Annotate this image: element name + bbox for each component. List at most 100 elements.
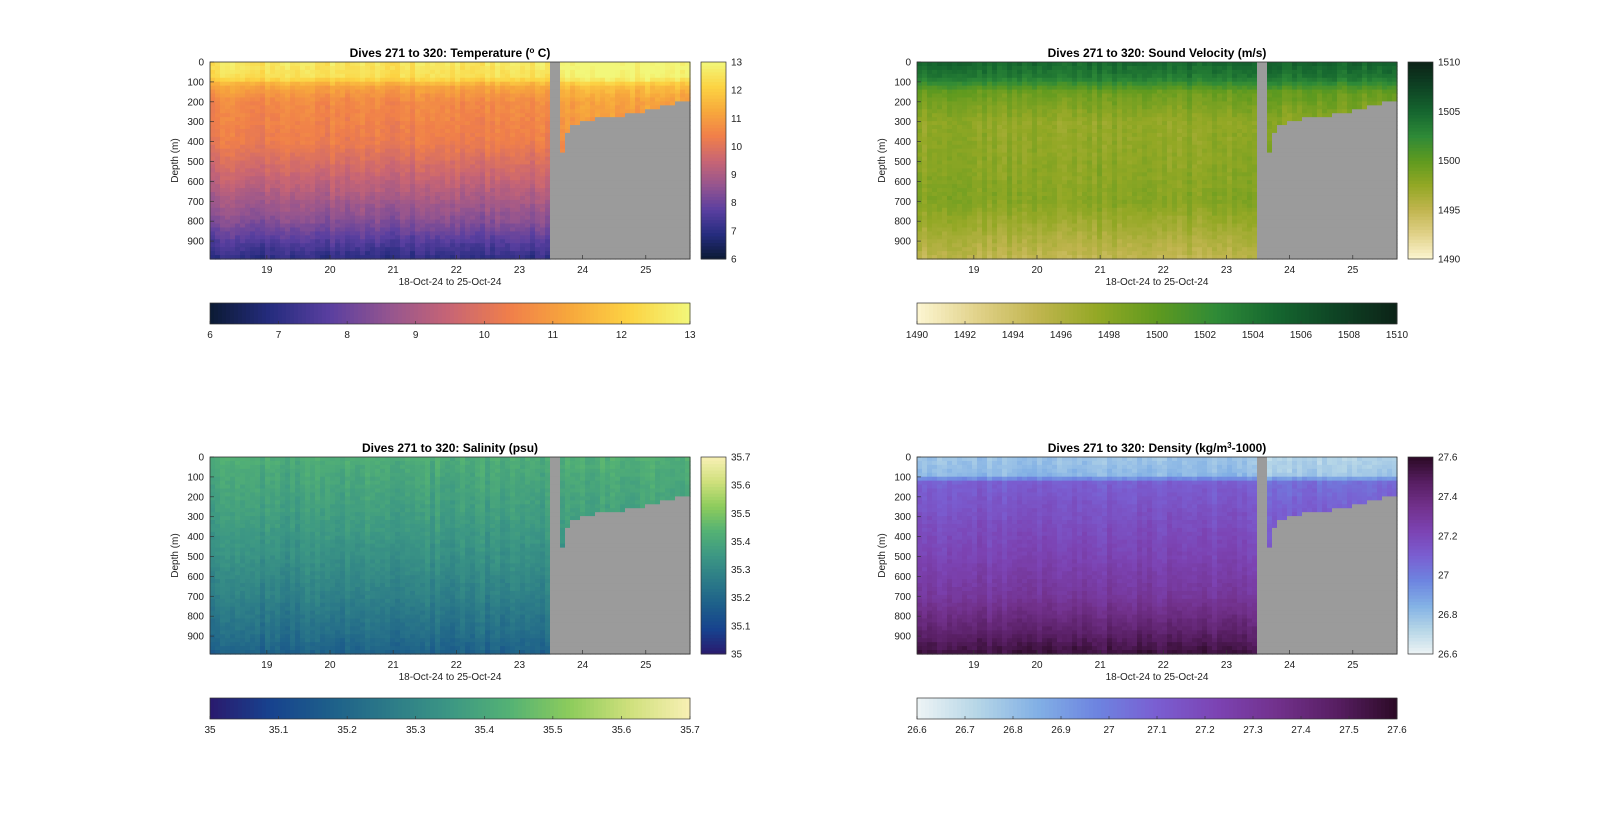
heatmap-cell — [500, 251, 506, 256]
heatmap-cell — [265, 140, 271, 146]
heatmap-cell — [405, 227, 411, 233]
heatmap-cell — [515, 156, 521, 162]
heatmap-cell — [405, 125, 411, 130]
heatmap-cell — [455, 62, 461, 67]
heatmap-cell — [630, 255, 636, 260]
heatmap-cell — [410, 81, 416, 87]
heatmap-cell — [420, 243, 426, 248]
heatmap-cell — [565, 231, 571, 236]
heatmap-cell — [485, 172, 491, 177]
heatmap-cell — [580, 172, 586, 177]
heatmap-cell — [660, 231, 666, 236]
heatmap-cell — [270, 168, 276, 173]
heatmap-cell — [570, 93, 576, 99]
heatmap-cell — [280, 255, 286, 260]
heatmap-cell — [555, 255, 561, 260]
heatmap-cell — [505, 81, 511, 87]
heatmap-cell — [530, 223, 536, 229]
heatmap-cell — [600, 132, 606, 138]
heatmap-cell — [340, 101, 346, 106]
heatmap-cell — [555, 85, 561, 91]
heatmap-cell — [245, 239, 251, 244]
colorbar-segment — [701, 199, 726, 204]
heatmap-cell — [380, 121, 386, 126]
heatmap-cell — [245, 188, 251, 193]
heatmap-cell — [575, 93, 581, 99]
heatmap-cell — [395, 85, 401, 91]
heatmap-cell — [490, 109, 496, 114]
heatmap-cell — [230, 125, 236, 130]
heatmap-cell — [320, 93, 326, 99]
heatmap-cell — [455, 188, 461, 193]
heatmap-cell — [290, 160, 296, 166]
colorbar-segment — [701, 245, 726, 250]
heatmap-cell — [395, 211, 401, 217]
heatmap-cell — [590, 117, 596, 122]
heatmap-cell — [450, 113, 456, 118]
heatmap-cell — [540, 231, 546, 236]
heatmap-cell — [430, 93, 436, 99]
heatmap-cell — [485, 184, 491, 189]
heatmap-cell — [275, 128, 281, 134]
heatmap-cell — [480, 113, 486, 118]
heatmap-cell — [335, 235, 341, 240]
heatmap-cell — [550, 231, 556, 236]
heatmap-cell — [210, 227, 216, 233]
heatmap-cell — [225, 73, 231, 79]
heatmap-cell — [385, 207, 391, 213]
heatmap-cell — [315, 148, 321, 154]
heatmap-cell — [675, 192, 681, 197]
heatmap-cell — [405, 113, 411, 118]
heatmap-cell — [530, 148, 536, 154]
heatmap-cell — [410, 65, 416, 71]
heatmap-cell — [275, 62, 281, 67]
heatmap-cell — [330, 152, 336, 158]
heatmap-cell — [600, 73, 606, 79]
heatmap-cell — [470, 203, 476, 209]
heatmap-cell — [215, 203, 221, 209]
heatmap-cell — [250, 148, 256, 154]
heatmap-cell — [375, 144, 381, 150]
heatmap-cell — [400, 101, 406, 106]
heatmap-cell — [510, 160, 516, 166]
heatmap-cell — [640, 195, 646, 201]
heatmap-cell — [255, 128, 261, 134]
heatmap-cell — [665, 105, 671, 110]
heatmap-cell — [225, 247, 231, 252]
heatmap-cell — [680, 144, 686, 150]
heatmap-cell — [660, 215, 666, 221]
heatmap-cell — [675, 184, 681, 189]
heatmap-cell — [300, 132, 306, 138]
heatmap-cell — [240, 144, 246, 150]
colorbar-segment — [366, 303, 371, 324]
heatmap-cell — [245, 192, 251, 197]
heatmap-cell — [435, 65, 441, 71]
heatmap-cell — [590, 148, 596, 154]
heatmap-cell — [550, 215, 556, 221]
heatmap-cell — [460, 180, 466, 185]
heatmap-cell — [340, 195, 346, 201]
heatmap-cell — [565, 219, 571, 225]
heatmap-cell — [585, 113, 591, 118]
heatmap-cell — [490, 211, 496, 217]
heatmap-cell — [660, 164, 666, 169]
heatmap-cell — [380, 251, 386, 256]
heatmap-cell — [280, 192, 286, 197]
heatmap-cell — [590, 69, 596, 75]
heatmap-cell — [265, 255, 271, 260]
heatmap-cell — [285, 69, 291, 75]
heatmap-cell — [595, 62, 601, 67]
heatmap-cell — [255, 101, 261, 106]
heatmap-cell — [445, 215, 451, 221]
heatmap-cell — [505, 251, 511, 256]
heatmap-cell — [250, 156, 256, 162]
heatmap-cell — [520, 125, 526, 130]
heatmap-cell — [380, 136, 386, 142]
heatmap-cell — [275, 97, 281, 102]
heatmap-cell — [555, 121, 561, 126]
heatmap-cell — [450, 168, 456, 173]
colorbar-segment — [510, 303, 515, 324]
heatmap-cell — [390, 62, 396, 67]
heatmap-cell — [380, 132, 386, 138]
heatmap-cell — [645, 156, 651, 162]
